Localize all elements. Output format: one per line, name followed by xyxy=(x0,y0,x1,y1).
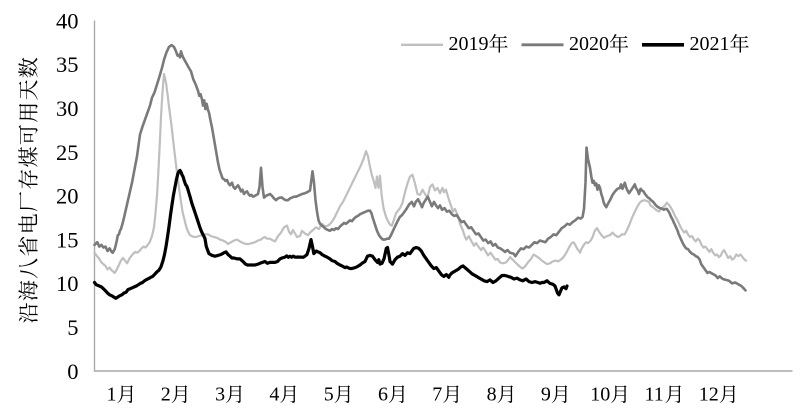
svg-text:11: 11 xyxy=(645,383,664,405)
svg-text:10: 10 xyxy=(590,383,610,405)
svg-text:4: 4 xyxy=(269,383,279,405)
svg-text:8: 8 xyxy=(487,383,497,405)
svg-text:5: 5 xyxy=(324,383,334,405)
svg-text:6: 6 xyxy=(378,383,388,405)
svg-text:25: 25 xyxy=(56,140,79,165)
svg-text:7: 7 xyxy=(432,383,442,405)
svg-text:2021: 2021 xyxy=(690,33,730,55)
svg-text:0: 0 xyxy=(67,359,78,384)
svg-text:20: 20 xyxy=(56,184,79,209)
svg-text:15: 15 xyxy=(56,227,79,252)
svg-text:2019: 2019 xyxy=(449,33,489,55)
svg-text:2: 2 xyxy=(161,383,171,405)
svg-text:1: 1 xyxy=(107,383,117,405)
svg-text:40: 40 xyxy=(56,8,79,33)
svg-text:2020: 2020 xyxy=(569,33,609,55)
svg-text:3: 3 xyxy=(215,383,225,405)
svg-text:30: 30 xyxy=(56,96,79,121)
svg-text:35: 35 xyxy=(56,52,79,77)
svg-text:12: 12 xyxy=(699,383,719,405)
svg-text:9: 9 xyxy=(541,383,551,405)
svg-text:10: 10 xyxy=(56,271,79,296)
svg-text:5: 5 xyxy=(67,315,78,340)
